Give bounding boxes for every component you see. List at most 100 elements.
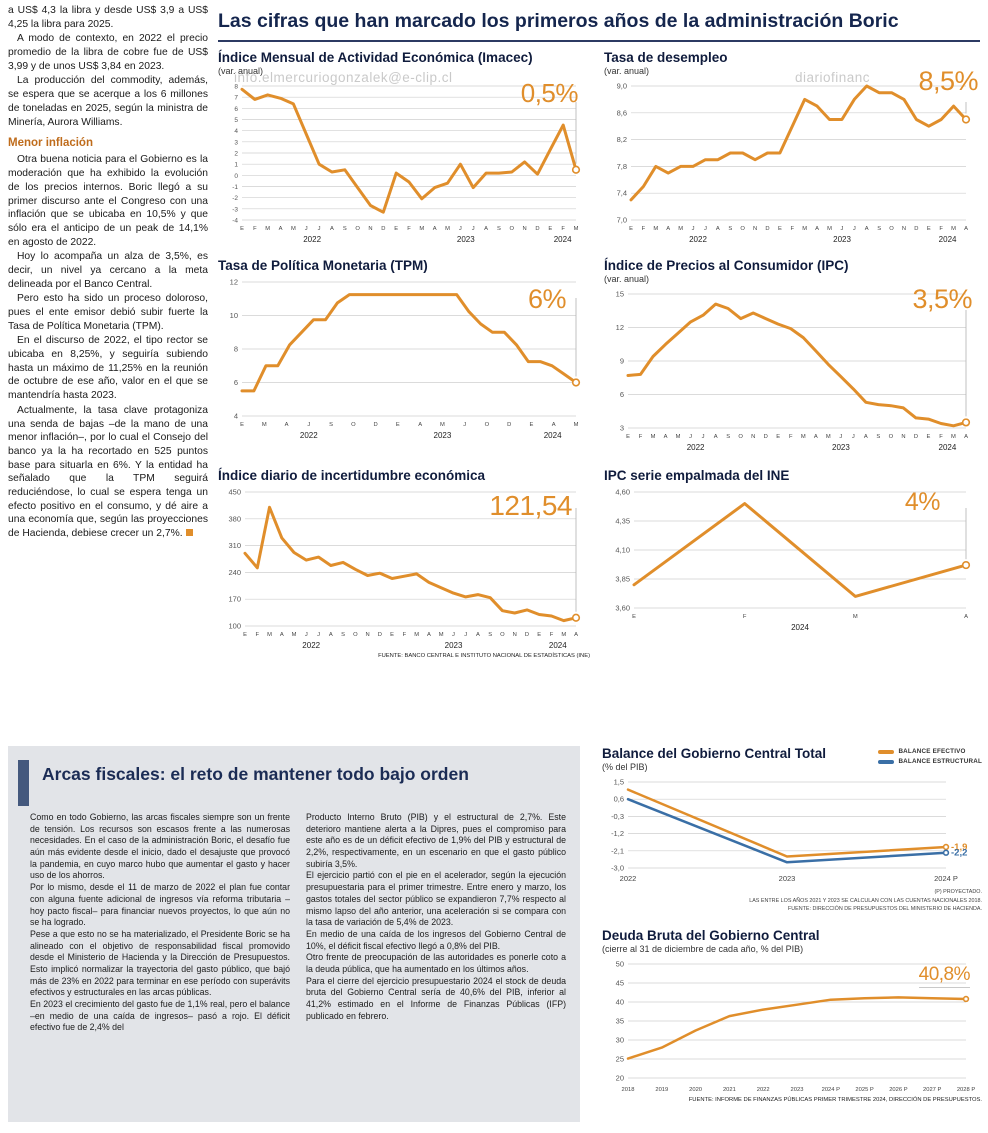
empalmada-chart-svg: 4,60 4,35 4,10 3,85 3,60E F M A 2024	[615, 488, 971, 632]
svg-text:A: A	[574, 632, 578, 638]
chart-title: Índice diario de incertidumbre económica	[218, 468, 486, 483]
svg-text:9,0: 9,0	[617, 82, 627, 91]
svg-text:50: 50	[616, 960, 624, 969]
chart-subtitle: (% del PIB)	[602, 762, 648, 772]
legend-item: BALANCE ESTRUCTURAL	[878, 758, 982, 765]
article-paragraph: Producto Interno Bruto (PIB) y el estruc…	[306, 812, 566, 869]
latest-value-label: 121,54	[489, 490, 572, 521]
balance-estructural-end-point	[942, 849, 950, 856]
svg-text:-1: -1	[232, 184, 238, 191]
svg-text:F: F	[253, 226, 257, 232]
svg-text:F: F	[255, 632, 259, 638]
chart-legend: BALANCE EFECTIVO BALANCE ESTRUCTURAL	[878, 748, 982, 768]
svg-text:A: A	[814, 434, 818, 440]
svg-text:J: J	[839, 434, 842, 440]
svg-text:-0,3: -0,3	[611, 812, 624, 821]
article-paragraph: A modo de contexto, en 2022 el precio pr…	[8, 33, 208, 72]
article-paragraph: a US$ 4,3 la libra y desde US$ 3,9 a US$…	[8, 5, 208, 30]
svg-text:2024 P: 2024 P	[822, 1087, 841, 1093]
svg-text:M: M	[574, 422, 579, 428]
svg-text:J: J	[852, 434, 855, 440]
latest-value-label: 3,5%	[912, 284, 972, 314]
svg-text:M: M	[653, 226, 658, 232]
deuda-bruta-end-point	[962, 995, 970, 1003]
svg-text:M: M	[440, 422, 445, 428]
svg-text:M: M	[826, 434, 831, 440]
desempleo-chart-svg: 9,08,68,27,87,47,0E F M A M J J A S O N D E F M A M J J A S O…	[617, 82, 971, 244]
svg-text:J: J	[452, 632, 455, 638]
svg-text:A: A	[552, 422, 556, 428]
svg-text:3,60: 3,60	[615, 604, 630, 613]
svg-text:M: M	[651, 434, 656, 440]
svg-text:O: O	[510, 226, 515, 232]
article-paragraph: Actualmente, la tasa clave protagoniza u…	[8, 404, 208, 541]
svg-text:E: E	[530, 422, 534, 428]
svg-text:D: D	[381, 226, 385, 232]
fiscal-headline: Arcas fiscales: el reto de mantener todo…	[42, 764, 469, 784]
svg-text:2019: 2019	[655, 1087, 668, 1093]
balance-line-chart: 1,5 0,6 -0,3 -1,2 -2,1 -3,0 2022 2023 2024 P -1,9…	[602, 774, 982, 886]
svg-text:E: E	[243, 632, 247, 638]
note-line: (P) PROYECTADO.	[934, 889, 982, 895]
article-paragraph: Para el cierre del ejercicio presupuesta…	[306, 975, 566, 1021]
svg-text:2: 2	[234, 151, 238, 158]
fiscal-article-box: Arcas fiscales: el reto de mantener todo…	[8, 746, 580, 1122]
svg-text:F: F	[407, 226, 411, 232]
svg-text:2018: 2018	[622, 1087, 635, 1093]
article-paragraph: En 2023 el crecimiento del gasto fue de …	[30, 999, 290, 1033]
chart-title: Tasa de Política Monetaria (TPM)	[218, 258, 428, 273]
chart-subtitle: (var. anual)	[218, 66, 264, 76]
svg-text:-1,2: -1,2	[611, 829, 624, 838]
svg-text:O: O	[353, 632, 358, 638]
svg-text:E: E	[778, 226, 782, 232]
chart-card-ipc-empalmada: IPC serie empalmada del INE 4% 4,60 4,35 4…	[604, 468, 980, 634]
svg-text:J: J	[840, 226, 843, 232]
balance-estructural-line	[626, 797, 948, 864]
svg-text:F: F	[791, 226, 795, 232]
svg-text:1,5: 1,5	[614, 778, 624, 787]
x-axis: E F M A M J J A S O N D E F M A M J J A S O N D E F M A 2022 2023 2024	[243, 632, 578, 650]
x-axis: E F M A M J J A S O N D E F M A M J J A S O N D E F M 2022 2023 2024	[240, 226, 579, 244]
svg-text:O: O	[889, 434, 894, 440]
svg-text:A: A	[280, 632, 284, 638]
grid-and-y-axis: 1,5 0,6 -0,3 -1,2 -2,1 -3,0	[611, 778, 946, 873]
article-paragraph: Otra buena noticia para el Gobierno es l…	[8, 154, 208, 248]
left-article-column: a US$ 4,3 la libra y desde US$ 3,9 a US$…	[8, 4, 208, 542]
svg-text:O: O	[485, 422, 490, 428]
svg-text:4: 4	[234, 412, 238, 421]
svg-text:S: S	[329, 422, 333, 428]
svg-text:E: E	[927, 434, 931, 440]
svg-text:F: F	[939, 226, 943, 232]
svg-text:2024: 2024	[554, 235, 572, 244]
svg-text:J: J	[463, 422, 466, 428]
svg-text:0,6: 0,6	[614, 795, 624, 804]
svg-text:2020: 2020	[689, 1087, 702, 1093]
svg-text:M: M	[801, 434, 806, 440]
svg-text:2022: 2022	[689, 235, 707, 244]
svg-text:D: D	[764, 434, 768, 440]
svg-text:F: F	[550, 632, 554, 638]
svg-text:2023: 2023	[457, 235, 475, 244]
desempleo-line-chart: 9,0 8,6 8,2 7,8 7,4 7,0 E F M A M J J A S O N D E F M A M J J A S O…	[604, 78, 980, 246]
svg-text:J: J	[689, 434, 692, 440]
svg-text:M: M	[439, 632, 444, 638]
grid-and-y-axis: 450 380 310 240 170 100	[228, 488, 576, 631]
article-paragraph: En medio de una caída de los ingresos de…	[306, 928, 566, 951]
svg-text:12: 12	[230, 278, 238, 287]
x-axis: E F M A M J J A S O N D E F M A M J J A S O N D E F M A 2022 2023 2024	[629, 226, 968, 244]
svg-text:2025 P: 2025 P	[855, 1087, 874, 1093]
svg-text:S: S	[728, 226, 732, 232]
svg-text:N: N	[523, 226, 527, 232]
svg-text:A: A	[666, 226, 670, 232]
svg-text:E: E	[394, 226, 398, 232]
svg-text:E: E	[390, 632, 394, 638]
ipc-line	[626, 302, 968, 428]
tpm-line	[240, 293, 578, 393]
svg-text:N: N	[753, 226, 757, 232]
x-axis: E M A J S O D E A M J O D E A M 2022 2023 2024	[240, 422, 579, 440]
ipc-end-point	[961, 418, 971, 427]
